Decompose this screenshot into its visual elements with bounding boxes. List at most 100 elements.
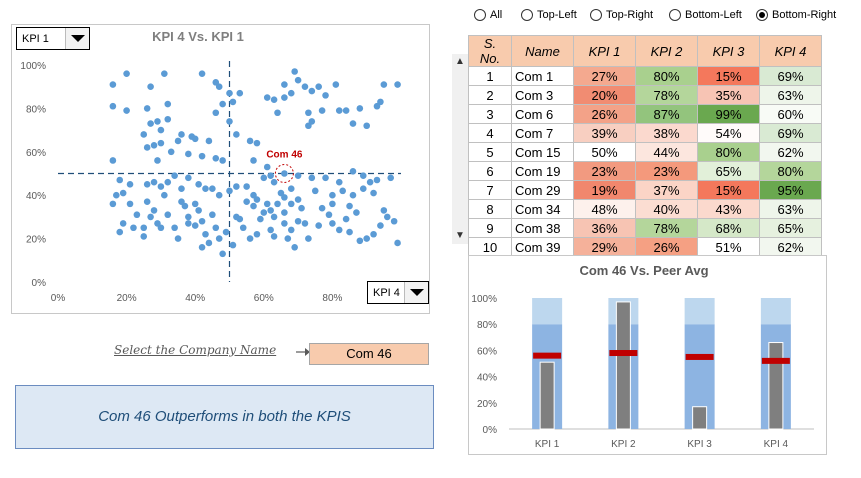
- scatter-point[interactable]: [363, 122, 371, 130]
- scatter-point[interactable]: [185, 174, 192, 182]
- scatter-point[interactable]: [359, 185, 367, 192]
- table-row[interactable]: 3 Com 6 26% 87% 99% 60%: [468, 104, 822, 124]
- scatter-point[interactable]: [202, 185, 209, 192]
- scatter-point[interactable]: [281, 209, 288, 216]
- scatter-point[interactable]: [150, 178, 158, 186]
- scatter-point[interactable]: [116, 176, 124, 184]
- scatter-point[interactable]: [109, 102, 117, 110]
- scatter-point[interactable]: [140, 224, 148, 232]
- scatter-point[interactable]: [305, 109, 312, 117]
- radio-circle-icon[interactable]: [756, 9, 768, 21]
- scatter-point[interactable]: [226, 187, 233, 195]
- scatter-point[interactable]: [253, 139, 261, 147]
- scatter-point[interactable]: [147, 120, 154, 127]
- scatter-point[interactable]: [267, 207, 274, 214]
- scatter-point[interactable]: [342, 107, 350, 114]
- scatter-point[interactable]: [390, 217, 398, 225]
- radio-circle-icon[interactable]: [474, 9, 486, 21]
- scatter-point[interactable]: [157, 183, 165, 190]
- scatter-point[interactable]: [157, 224, 165, 232]
- scatter-point[interactable]: [301, 83, 309, 90]
- scatter-point[interactable]: [150, 141, 158, 149]
- scatter-point[interactable]: [191, 200, 199, 208]
- scatter-point[interactable]: [335, 178, 343, 186]
- scatter-point[interactable]: [243, 183, 250, 190]
- scatter-point[interactable]: [246, 137, 254, 145]
- scatter-point[interactable]: [274, 200, 281, 208]
- value-bar[interactable]: [539, 361, 555, 430]
- value-bar[interactable]: [692, 406, 708, 430]
- scatter-point[interactable]: [198, 217, 206, 225]
- scatter-point[interactable]: [226, 89, 233, 97]
- scatter-point[interactable]: [215, 191, 223, 199]
- scatter-point[interactable]: [212, 79, 220, 86]
- scatter-point[interactable]: [387, 174, 395, 182]
- scatter-point[interactable]: [267, 172, 274, 179]
- filter-radio-top-right[interactable]: Top-Right: [590, 9, 653, 21]
- scatter-point[interactable]: [154, 157, 161, 164]
- scatter-point[interactable]: [143, 105, 151, 112]
- scatter-point[interactable]: [147, 213, 154, 221]
- scatter-point[interactable]: [253, 230, 261, 238]
- scatter-point[interactable]: [195, 207, 202, 214]
- scatter-point[interactable]: [287, 185, 295, 192]
- scatter-point[interactable]: [140, 131, 148, 138]
- scatter-point[interactable]: [212, 109, 220, 117]
- scatter-point[interactable]: [325, 211, 333, 219]
- scatter-point[interactable]: [164, 178, 172, 186]
- scatter-point[interactable]: [322, 174, 329, 182]
- scatter-point[interactable]: [116, 228, 124, 236]
- scatter-point[interactable]: [383, 213, 391, 221]
- scatter-point[interactable]: [246, 235, 254, 242]
- scatter-point[interactable]: [356, 237, 364, 245]
- scatter-point[interactable]: [185, 213, 192, 221]
- scatter-point[interactable]: [394, 239, 401, 247]
- scatter-point[interactable]: [109, 81, 117, 88]
- radio-circle-icon[interactable]: [521, 9, 533, 21]
- scatter-point[interactable]: [178, 185, 185, 192]
- scatter-point[interactable]: [191, 222, 199, 229]
- scatter-point[interactable]: [370, 230, 377, 238]
- scatter-point[interactable]: [263, 200, 271, 208]
- scatter-point[interactable]: [329, 191, 336, 199]
- scatter-point[interactable]: [219, 250, 226, 258]
- scatter-point[interactable]: [346, 228, 353, 236]
- scatter-point[interactable]: [270, 96, 278, 104]
- y-kpi-dropdown[interactable]: KPI 4: [367, 281, 429, 304]
- scatter-point[interactable]: [377, 98, 384, 106]
- scatter-point[interactable]: [198, 70, 206, 77]
- scatter-point[interactable]: [126, 181, 134, 188]
- scatter-point[interactable]: [119, 189, 127, 197]
- scatter-point[interactable]: [140, 233, 148, 240]
- scatter-point[interactable]: [281, 194, 288, 201]
- filter-radio-top-left[interactable]: Top-Left: [521, 9, 577, 21]
- table-row[interactable]: 4 Com 7 39% 38% 54% 69%: [468, 123, 822, 143]
- scatter-point[interactable]: [257, 215, 264, 223]
- scatter-point[interactable]: [305, 235, 312, 242]
- scatter-point[interactable]: [270, 233, 278, 240]
- scatter-point[interactable]: [222, 228, 230, 236]
- scatter-point[interactable]: [113, 191, 120, 199]
- filter-radio-bottom-left[interactable]: Bottom-Left: [669, 9, 742, 21]
- scatter-point[interactable]: [143, 198, 151, 206]
- scatter-point[interactable]: [315, 222, 322, 229]
- scatter-point[interactable]: [287, 226, 295, 234]
- scatter-point[interactable]: [143, 181, 151, 188]
- scatter-point[interactable]: [198, 152, 206, 160]
- chevron-down-icon[interactable]: [65, 28, 89, 49]
- scatter-point[interactable]: [109, 157, 117, 164]
- scatter-point[interactable]: [243, 198, 250, 206]
- value-bar[interactable]: [768, 342, 784, 430]
- scatter-point[interactable]: [205, 239, 213, 247]
- scatter-point[interactable]: [209, 185, 216, 192]
- scatter-point[interactable]: [315, 83, 322, 90]
- scatter-point[interactable]: [332, 81, 340, 88]
- scatter-point[interactable]: [373, 176, 381, 184]
- scatter-point[interactable]: [380, 81, 388, 88]
- scatter-point[interactable]: [229, 241, 237, 249]
- scatter-point[interactable]: [349, 120, 357, 127]
- table-row[interactable]: 6 Com 19 23% 23% 65% 80%: [468, 161, 822, 181]
- scatter-point[interactable]: [178, 131, 185, 138]
- scatter-point[interactable]: [366, 178, 374, 186]
- scatter-point[interactable]: [157, 126, 165, 134]
